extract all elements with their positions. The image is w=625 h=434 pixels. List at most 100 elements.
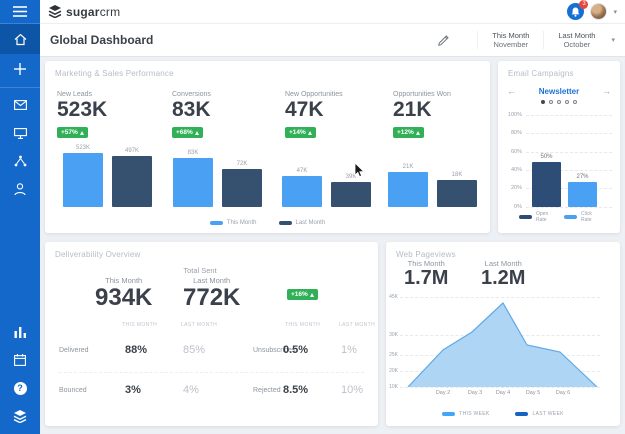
up-arrow-icon	[79, 130, 84, 135]
bar-chart-opportunities-won[interactable]: 21K 18K	[388, 164, 477, 207]
sidebar-item-calendar[interactable]	[0, 346, 40, 374]
kpi-new-leads: New Leads 523K +57%	[57, 91, 108, 138]
carousel-dot[interactable]	[557, 100, 561, 104]
legend-last-week: LAST WEEK	[515, 411, 563, 417]
sidebar-item-web[interactable]	[0, 119, 40, 147]
total-sent-this-month: This Month 934K	[95, 276, 153, 311]
pencil-icon	[438, 34, 449, 46]
notification-count-badge: 3	[579, 0, 589, 9]
last-month-bar	[222, 169, 262, 207]
logo-text: sugarcrm	[66, 4, 121, 19]
pageviews-this-month: This Month 1.7M	[404, 259, 449, 289]
marketing-panel-title: Marketing & Sales Performance	[55, 69, 174, 78]
bar-chart-conversions[interactable]: 83K 72K	[173, 150, 262, 207]
bar-chart-new-leads[interactable]: 523K 497K	[63, 145, 152, 207]
carousel-dot[interactable]	[565, 100, 569, 104]
last-month-bar	[437, 180, 477, 207]
legend-click-rate: Click Rate	[564, 211, 599, 223]
email-rates-chart[interactable]: 100% 80% 60% 40% 20% 0% 50% 27%	[502, 112, 614, 210]
sidebar-item-sugar-logo[interactable]	[0, 402, 40, 430]
sidebar-item-hierarchy[interactable]	[0, 147, 40, 175]
page-title: Global Dashboard	[50, 33, 154, 47]
sidebar-item-contacts[interactable]	[0, 175, 40, 203]
carousel-next-icon[interactable]: →	[602, 86, 611, 96]
sidebar: ?	[0, 0, 40, 434]
calendar-icon	[14, 354, 26, 366]
sugarcrm-logo[interactable]: sugarcrm	[48, 5, 120, 19]
metric-this-value: 88%	[125, 344, 148, 356]
open-rate-value: 50%	[540, 154, 553, 160]
period-selector-this-month[interactable]: This Month November	[477, 31, 543, 49]
sidebar-item-home[interactable]	[0, 24, 40, 54]
home-icon	[14, 33, 26, 45]
monitor-icon	[13, 127, 27, 139]
period-selector-last-month[interactable]: Last Month October	[543, 31, 609, 49]
metric-label: Bounced	[59, 387, 87, 394]
legend-open-rate: Open Rate	[519, 211, 554, 223]
delta-badge: +68%	[172, 127, 203, 138]
user-avatar[interactable]	[590, 3, 608, 20]
metric-last-value: 85%	[183, 344, 206, 356]
user-menu-chevron-icon[interactable]: ▾	[613, 8, 617, 16]
this-month-bar	[282, 176, 322, 207]
metric-last-value: 4%	[183, 384, 199, 396]
pageviews-last-month: Last Month 1.2M	[481, 259, 526, 289]
mail-icon	[13, 100, 27, 110]
sidebar-item-reports[interactable]	[0, 318, 40, 346]
total-sent-delta-badge: +16%	[287, 289, 318, 300]
carousel-dots	[498, 100, 620, 104]
metric-this-value: 8.5%	[283, 384, 309, 396]
column-header: THIS MONTH	[285, 322, 321, 328]
this-month-bar	[63, 153, 103, 207]
row-divider	[59, 372, 364, 373]
metric-label: Delivered	[59, 347, 89, 354]
click-rate-bar[interactable]	[568, 182, 597, 207]
carousel-prev-icon[interactable]: ←	[507, 86, 516, 96]
person-icon	[14, 182, 26, 195]
notifications-button[interactable]: 3	[567, 0, 589, 20]
metric-last-value: 10%	[341, 384, 364, 396]
open-rate-bar[interactable]	[532, 162, 561, 207]
last-month-bar	[331, 182, 371, 207]
carousel-dot[interactable]	[573, 100, 577, 104]
pageviews-legend: THIS WEEK LAST WEEK	[386, 411, 620, 417]
up-arrow-icon	[415, 130, 420, 135]
hamburger-menu-icon[interactable]	[0, 0, 40, 24]
delta-badge: +57%	[57, 127, 88, 138]
deliverability-panel: Deliverability Overview Total Sent This …	[45, 242, 378, 426]
web-pageviews-panel: Web Pageviews This Month 1.7M Last Month…	[386, 242, 620, 426]
legend-this-month: This Month	[209, 220, 257, 226]
carousel-dot[interactable]	[541, 100, 545, 104]
email-panel-title: Email Campaigns	[508, 69, 574, 78]
kpi-new-opportunities: New Opportunities 47K +14%	[285, 91, 343, 138]
sugarcrm-logo-icon	[48, 5, 62, 18]
carousel-dot[interactable]	[549, 100, 553, 104]
column-header: THIS MONTH	[122, 322, 158, 328]
topbar: sugarcrm 3 ▾	[40, 0, 625, 24]
pageviews-area-chart[interactable]: 45K 30K 25K 20K 10K	[386, 294, 620, 390]
metric-label: Unsubscribes	[253, 347, 296, 354]
bar-chart-new-opportunities[interactable]: 47K 39K	[282, 168, 371, 207]
period-chevron-icon[interactable]: ▾	[611, 37, 615, 44]
campaign-name[interactable]: Newsletter	[538, 87, 580, 96]
column-header: LAST MONTH	[339, 322, 376, 328]
marketing-sales-panel: Marketing & Sales Performance New Leads …	[45, 61, 490, 233]
area-series	[407, 302, 598, 387]
bell-icon	[572, 7, 580, 17]
help-icon: ?	[13, 381, 27, 395]
pageviews-panel-title: Web Pageviews	[396, 250, 456, 259]
edit-dashboard-button[interactable]	[438, 34, 449, 46]
sidebar-item-help[interactable]: ?	[0, 374, 40, 402]
bar-chart-icon	[14, 327, 26, 338]
metric-this-value: 3%	[125, 384, 141, 396]
campaign-carousel: ← Newsletter →	[498, 86, 620, 97]
sidebar-item-add[interactable]	[0, 54, 40, 84]
hierarchy-icon	[14, 155, 26, 167]
this-month-bar	[388, 172, 428, 207]
this-month-bar	[173, 158, 213, 207]
metric-last-value: 1%	[341, 344, 357, 356]
sidebar-item-campaigns[interactable]	[0, 91, 40, 119]
legend-this-week: THIS WEEK	[442, 411, 489, 417]
column-header: LAST MONTH	[181, 322, 218, 328]
